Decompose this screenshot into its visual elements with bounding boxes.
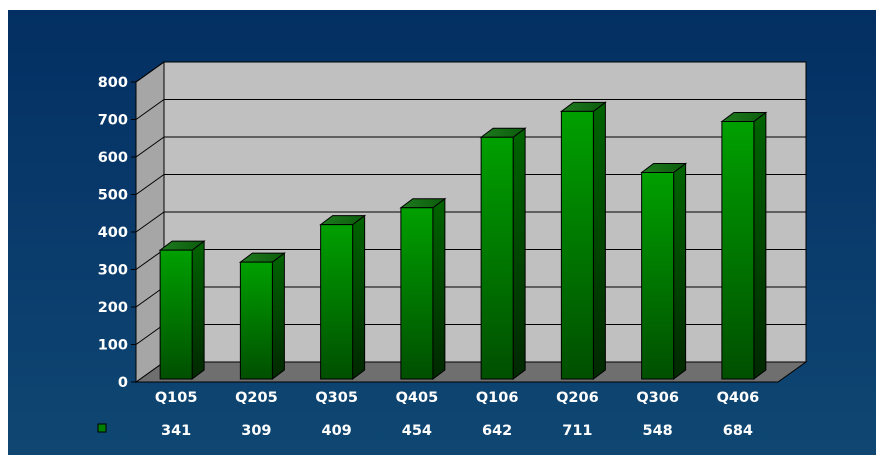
x-tick-label: Q205 xyxy=(235,390,278,406)
y-tick-label: 600 xyxy=(98,150,128,166)
bar-side xyxy=(271,252,285,380)
data-table-value: 309 xyxy=(241,423,271,439)
y-tick-label: 800 xyxy=(98,75,128,91)
gridline-side xyxy=(135,211,165,233)
bar xyxy=(641,172,675,380)
bar-side xyxy=(191,240,205,380)
data-table-value: 684 xyxy=(723,423,753,439)
x-tick-label: Q105 xyxy=(155,390,198,406)
gridline-side xyxy=(135,286,165,308)
gridline-side xyxy=(135,61,165,83)
data-table-value: 548 xyxy=(642,423,672,439)
data-table-value: 642 xyxy=(482,423,512,439)
gridline-side xyxy=(135,136,165,158)
bar xyxy=(721,121,755,380)
x-tick-label: Q306 xyxy=(636,390,679,406)
bar-side xyxy=(512,127,526,380)
x-tick-label: Q305 xyxy=(315,390,358,406)
bar-side xyxy=(673,162,687,380)
bar xyxy=(159,249,193,380)
y-tick-label: 0 xyxy=(118,375,128,391)
bar-side xyxy=(352,214,366,380)
y-tick-label: 500 xyxy=(98,188,128,204)
bar xyxy=(400,207,434,380)
bar xyxy=(320,224,354,380)
y-tick-label: 400 xyxy=(98,225,128,241)
data-table-value: 341 xyxy=(161,423,191,439)
x-tick-label: Q405 xyxy=(396,390,439,406)
y-tick-label: 200 xyxy=(98,300,128,316)
data-table-value: 454 xyxy=(402,423,432,439)
legend-key xyxy=(97,423,107,433)
bar xyxy=(480,136,514,380)
gridline-side xyxy=(135,99,165,120)
gridline-side xyxy=(135,249,165,270)
y-tick-label: 300 xyxy=(98,263,128,279)
bar xyxy=(239,261,273,380)
x-tick-label: Q206 xyxy=(556,390,599,406)
x-tick-label: Q406 xyxy=(717,390,760,406)
y-tick-label: 700 xyxy=(98,113,128,129)
x-tick-label: Q106 xyxy=(476,390,519,406)
bar xyxy=(560,110,594,380)
data-table-value: 409 xyxy=(321,423,351,439)
bar-side xyxy=(592,101,606,380)
bar-side xyxy=(753,111,767,380)
bar-chart: 0 100 200 300 400 500 600 700 800 Q105 Q205 Q305 Q40… xyxy=(97,61,808,439)
gridline-side xyxy=(135,324,165,345)
chart-frame: 0 100 200 300 400 500 600 700 800 Q105 Q205 Q305 Q40… xyxy=(8,10,876,455)
data-table-value: 711 xyxy=(562,423,592,439)
y-tick-label: 100 xyxy=(98,338,128,354)
plot-floor xyxy=(134,361,808,383)
bar-side xyxy=(432,197,446,380)
gridline-side xyxy=(135,174,165,195)
